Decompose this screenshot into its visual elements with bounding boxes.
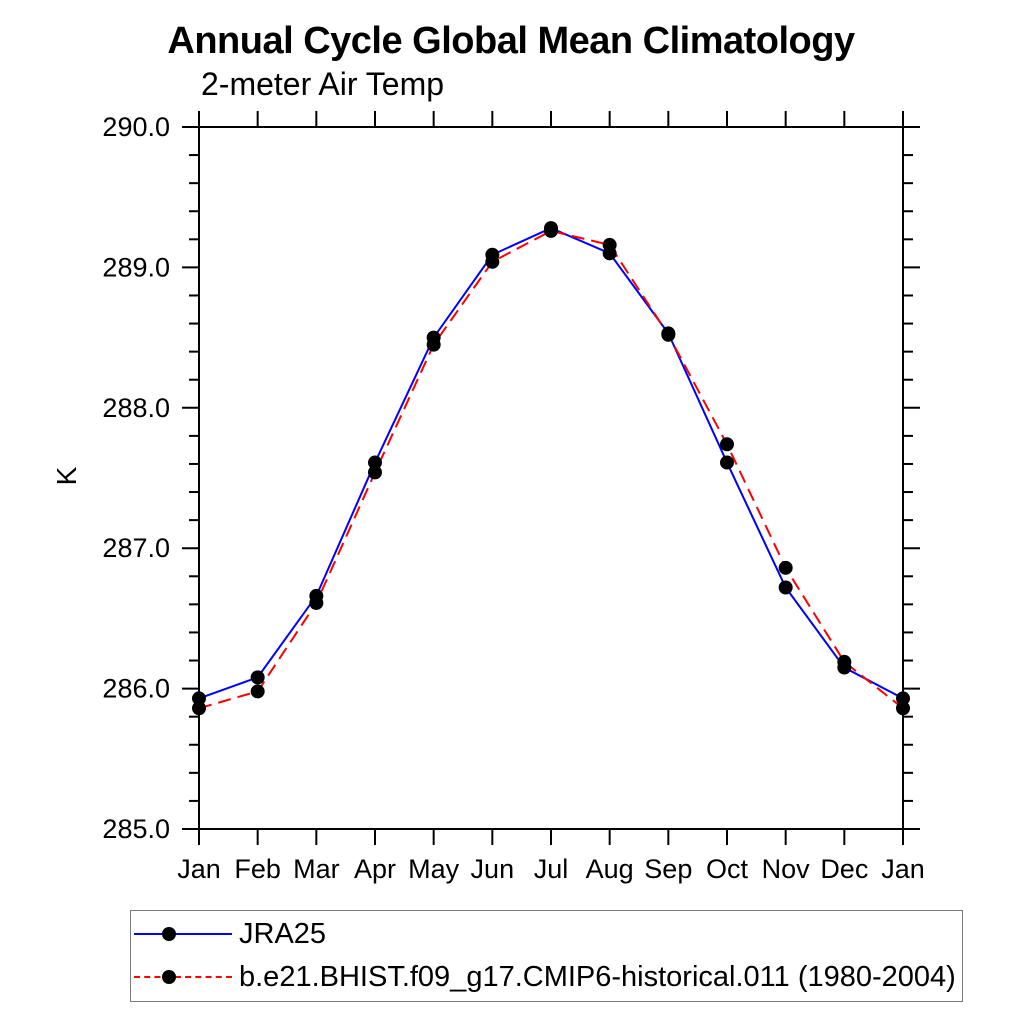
x-axis-tick-label: Jan: [177, 854, 221, 884]
x-axis-tick-label: Sep: [644, 854, 692, 884]
data-point-marker-s0: [192, 691, 206, 706]
data-point-marker-s1: [426, 337, 441, 352]
data-point-marker-s1: [778, 560, 793, 575]
x-axis-tick-label: Jul: [534, 854, 569, 884]
series-line-1: [198, 229, 904, 710]
x-axis-tick-label: Feb: [234, 854, 281, 884]
x-axis-tick-label: Dec: [820, 854, 868, 884]
data-point-marker-s1: [602, 237, 617, 252]
legend-label: b.e21.BHIST.f09_g17.CMIP6-historical.011…: [239, 960, 956, 993]
x-axis-tick-label: Jan: [881, 854, 925, 884]
legend-marker-dot-icon: [162, 970, 176, 984]
legend-line-sample: [134, 976, 232, 978]
data-point-marker-s0: [250, 670, 265, 685]
legend-sample: [134, 926, 236, 942]
data-point-marker-s1: [250, 684, 265, 699]
data-point-marker-s1: [544, 223, 558, 238]
data-point-marker-s0: [896, 691, 910, 706]
data-point-marker-s1: [309, 595, 324, 610]
legend-item-model: b.e21.BHIST.f09_g17.CMIP6-historical.011…: [131, 956, 962, 998]
x-axis-tick-label: May: [408, 854, 460, 884]
y-axis-tick-label: 290.0: [102, 112, 170, 142]
y-axis-tick-label: 286.0: [102, 674, 170, 704]
data-point-marker-s1: [485, 254, 500, 269]
data-point-marker-s0: [778, 580, 793, 595]
x-axis-tick-label: Jun: [471, 854, 515, 884]
x-axis-tick-label: Mar: [293, 854, 340, 884]
x-axis-tick-label: Aug: [586, 854, 634, 884]
data-point-marker-s1: [837, 654, 852, 669]
data-point-marker-s1: [661, 327, 676, 342]
legend-sample: [134, 969, 236, 985]
x-axis-tick-label: Nov: [762, 854, 811, 884]
x-axis-tick-label: Oct: [706, 854, 749, 884]
data-point-marker-s0: [368, 455, 382, 470]
chart-subtitle: 2-meter Air Temp: [201, 66, 445, 102]
y-axis-tick-label: 288.0: [102, 393, 170, 423]
page-title: Annual Cycle Global Mean Climatology: [167, 20, 855, 62]
x-axis-tick-label: Apr: [354, 854, 396, 884]
legend-line-sample: [134, 933, 232, 935]
data-point-marker-s1: [720, 437, 734, 452]
series-line-0: [198, 226, 904, 700]
legend-item-jra25: JRA25: [131, 913, 962, 955]
data-point-marker-s1: [368, 465, 382, 480]
y-axis-tick-label: 287.0: [102, 533, 170, 563]
data-point-marker-s0: [720, 455, 734, 470]
y-axis-title: K: [51, 466, 82, 486]
data-point-marker-s1: [896, 701, 910, 716]
legend: JRA25 b.e21.BHIST.f09_g17.CMIP6-historic…: [130, 910, 963, 1002]
data-point-marker-s1: [192, 701, 206, 716]
legend-marker-dot-icon: [162, 927, 176, 941]
y-axis-tick-label: 289.0: [102, 252, 170, 282]
y-axis-tick-label: 285.0: [102, 814, 170, 844]
legend-label: JRA25: [239, 917, 327, 950]
